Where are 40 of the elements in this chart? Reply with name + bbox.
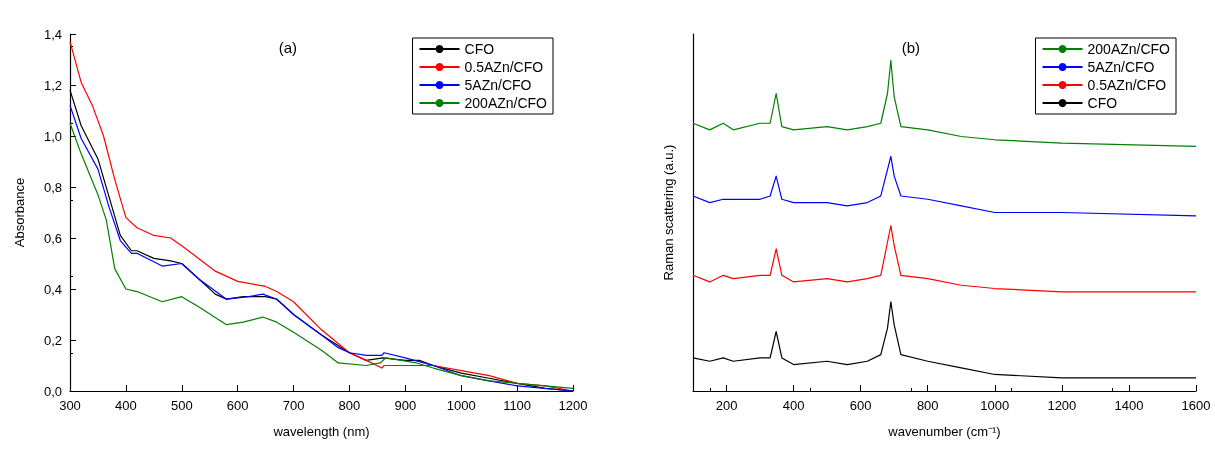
y-tick-label: 0,2 [43,332,62,348]
legend-label: CFO [464,41,495,57]
x-tick-label: 400 [782,398,804,413]
y-tick-label: 1,4 [43,26,62,42]
x-tick-label: 200 [715,398,737,413]
y-tick-label: 1,2 [43,77,62,93]
x-tick-label: 1200 [1046,398,1076,413]
y-tick-label: 0,0 [43,383,62,399]
x-tick-label: 800 [338,398,361,413]
legend-label: 0.5AZn/CFO [464,59,544,75]
y-tick-label: 0,6 [43,230,62,246]
y-axis-title: Absorbance [12,177,27,248]
x-tick-label: 1100 [503,398,532,413]
x-tick-label: 600 [226,398,249,413]
x-tick-label: 1600 [1181,398,1210,413]
legend-label: 200AZn/CFO [1087,41,1170,57]
legend-label: 0.5AZn/CFO [1087,77,1166,93]
x-tick-label: 500 [170,398,193,413]
x-tick-label: 900 [394,398,417,413]
x-tick-label: 1000 [446,398,476,413]
legend-label: 200AZn/CFO [464,95,548,111]
annotation: (a) [278,39,298,56]
x-tick-label: 1000 [979,398,1009,413]
x-tick-label: 1400 [1113,398,1143,413]
y-tick-label: 0,4 [43,281,62,297]
y-tick-label: 0,8 [43,179,62,195]
legend-label: CFO [1087,95,1117,111]
x-tick-label: 700 [282,398,305,413]
x-axis-title: wavelength (nm) [272,424,370,439]
y-axis-title: Raman scattering (a.u.) [660,144,676,281]
x-tick-label: 600 [849,398,872,413]
y-tick-label: 1,0 [43,128,62,144]
x-tick-label: 300 [59,398,81,413]
legend-label: 5AZn/CFO [1087,59,1155,75]
x-tick-label: 800 [916,398,939,413]
x-tick-label: 1200 [558,398,588,413]
x-axis-title: wavenumber (cm⁻¹) [886,424,1001,439]
legend-label: 5AZn/CFO [464,77,532,93]
x-tick-label: 400 [115,398,137,413]
text: (b) [901,39,920,56]
